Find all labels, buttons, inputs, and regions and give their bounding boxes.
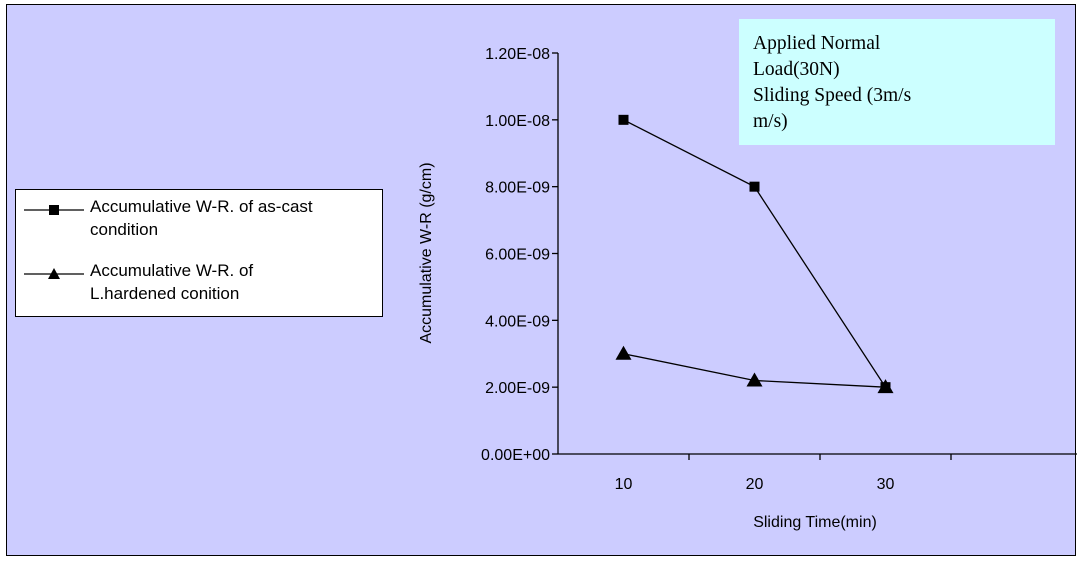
x-tick-label: 20	[746, 476, 764, 493]
x-axis-title: Sliding Time(min)	[753, 514, 877, 531]
data-point-triangle	[615, 345, 632, 360]
chart-area: 0.00E+00 2.00E-09 4.00E-09 6.00E-09 8.00E-09…	[6, 4, 1077, 556]
annotation-box: Applied Normal Load(30N) Sliding Speed (…	[739, 19, 1055, 145]
plot-svg: 0.00E+00 2.00E-09 4.00E-09 6.00E-09 8.00E-09…	[418, 46, 1077, 531]
annotation-line: Sliding Speed (3m/s	[753, 85, 912, 106]
series-markers	[615, 114, 894, 394]
y-tick-label: 2.00E-09	[485, 380, 550, 397]
legend-label-line: condition	[90, 220, 159, 239]
annotation-line: Applied Normal	[753, 33, 881, 54]
x-ticks: 10 20 30	[615, 454, 952, 493]
y-ticks: 0.00E+00 2.00E-09 4.00E-09 6.00E-09 8.00E-09…	[481, 46, 558, 464]
data-point-triangle	[877, 379, 894, 394]
x-tick-label: 30	[877, 476, 895, 493]
annotation-line: Load(30N)	[753, 59, 840, 80]
y-tick-label: 1.20E-08	[485, 46, 550, 63]
data-point-square	[618, 114, 629, 125]
y-tick-label: 0.00E+00	[481, 447, 550, 464]
y-tick-label: 6.00E-09	[485, 247, 550, 264]
annotation-line: m/s)	[753, 111, 788, 132]
legend-square-marker-icon	[24, 205, 84, 215]
data-point-square	[749, 181, 760, 192]
series-line-as-cast	[623, 119, 887, 388]
legend-label-line: Accumulative W-R. of as-cast	[90, 197, 313, 216]
y-tick-label: 1.00E-08	[485, 113, 550, 130]
legend-label-line: L.hardened conition	[90, 284, 240, 303]
legend: Accumulative W-R. of as-cast condition A…	[15, 189, 383, 317]
legend-label-line: Accumulative W-R. of	[90, 261, 254, 280]
legend-triangle-marker-icon	[24, 268, 84, 279]
series-lines	[623, 119, 887, 388]
y-tick-label: 8.00E-09	[485, 180, 550, 197]
y-tick-label: 4.00E-09	[485, 313, 550, 330]
data-point-triangle	[746, 372, 763, 387]
x-tick-label: 10	[615, 476, 633, 493]
y-axis-title: Accumulative W-R (g/cm)	[418, 162, 435, 343]
